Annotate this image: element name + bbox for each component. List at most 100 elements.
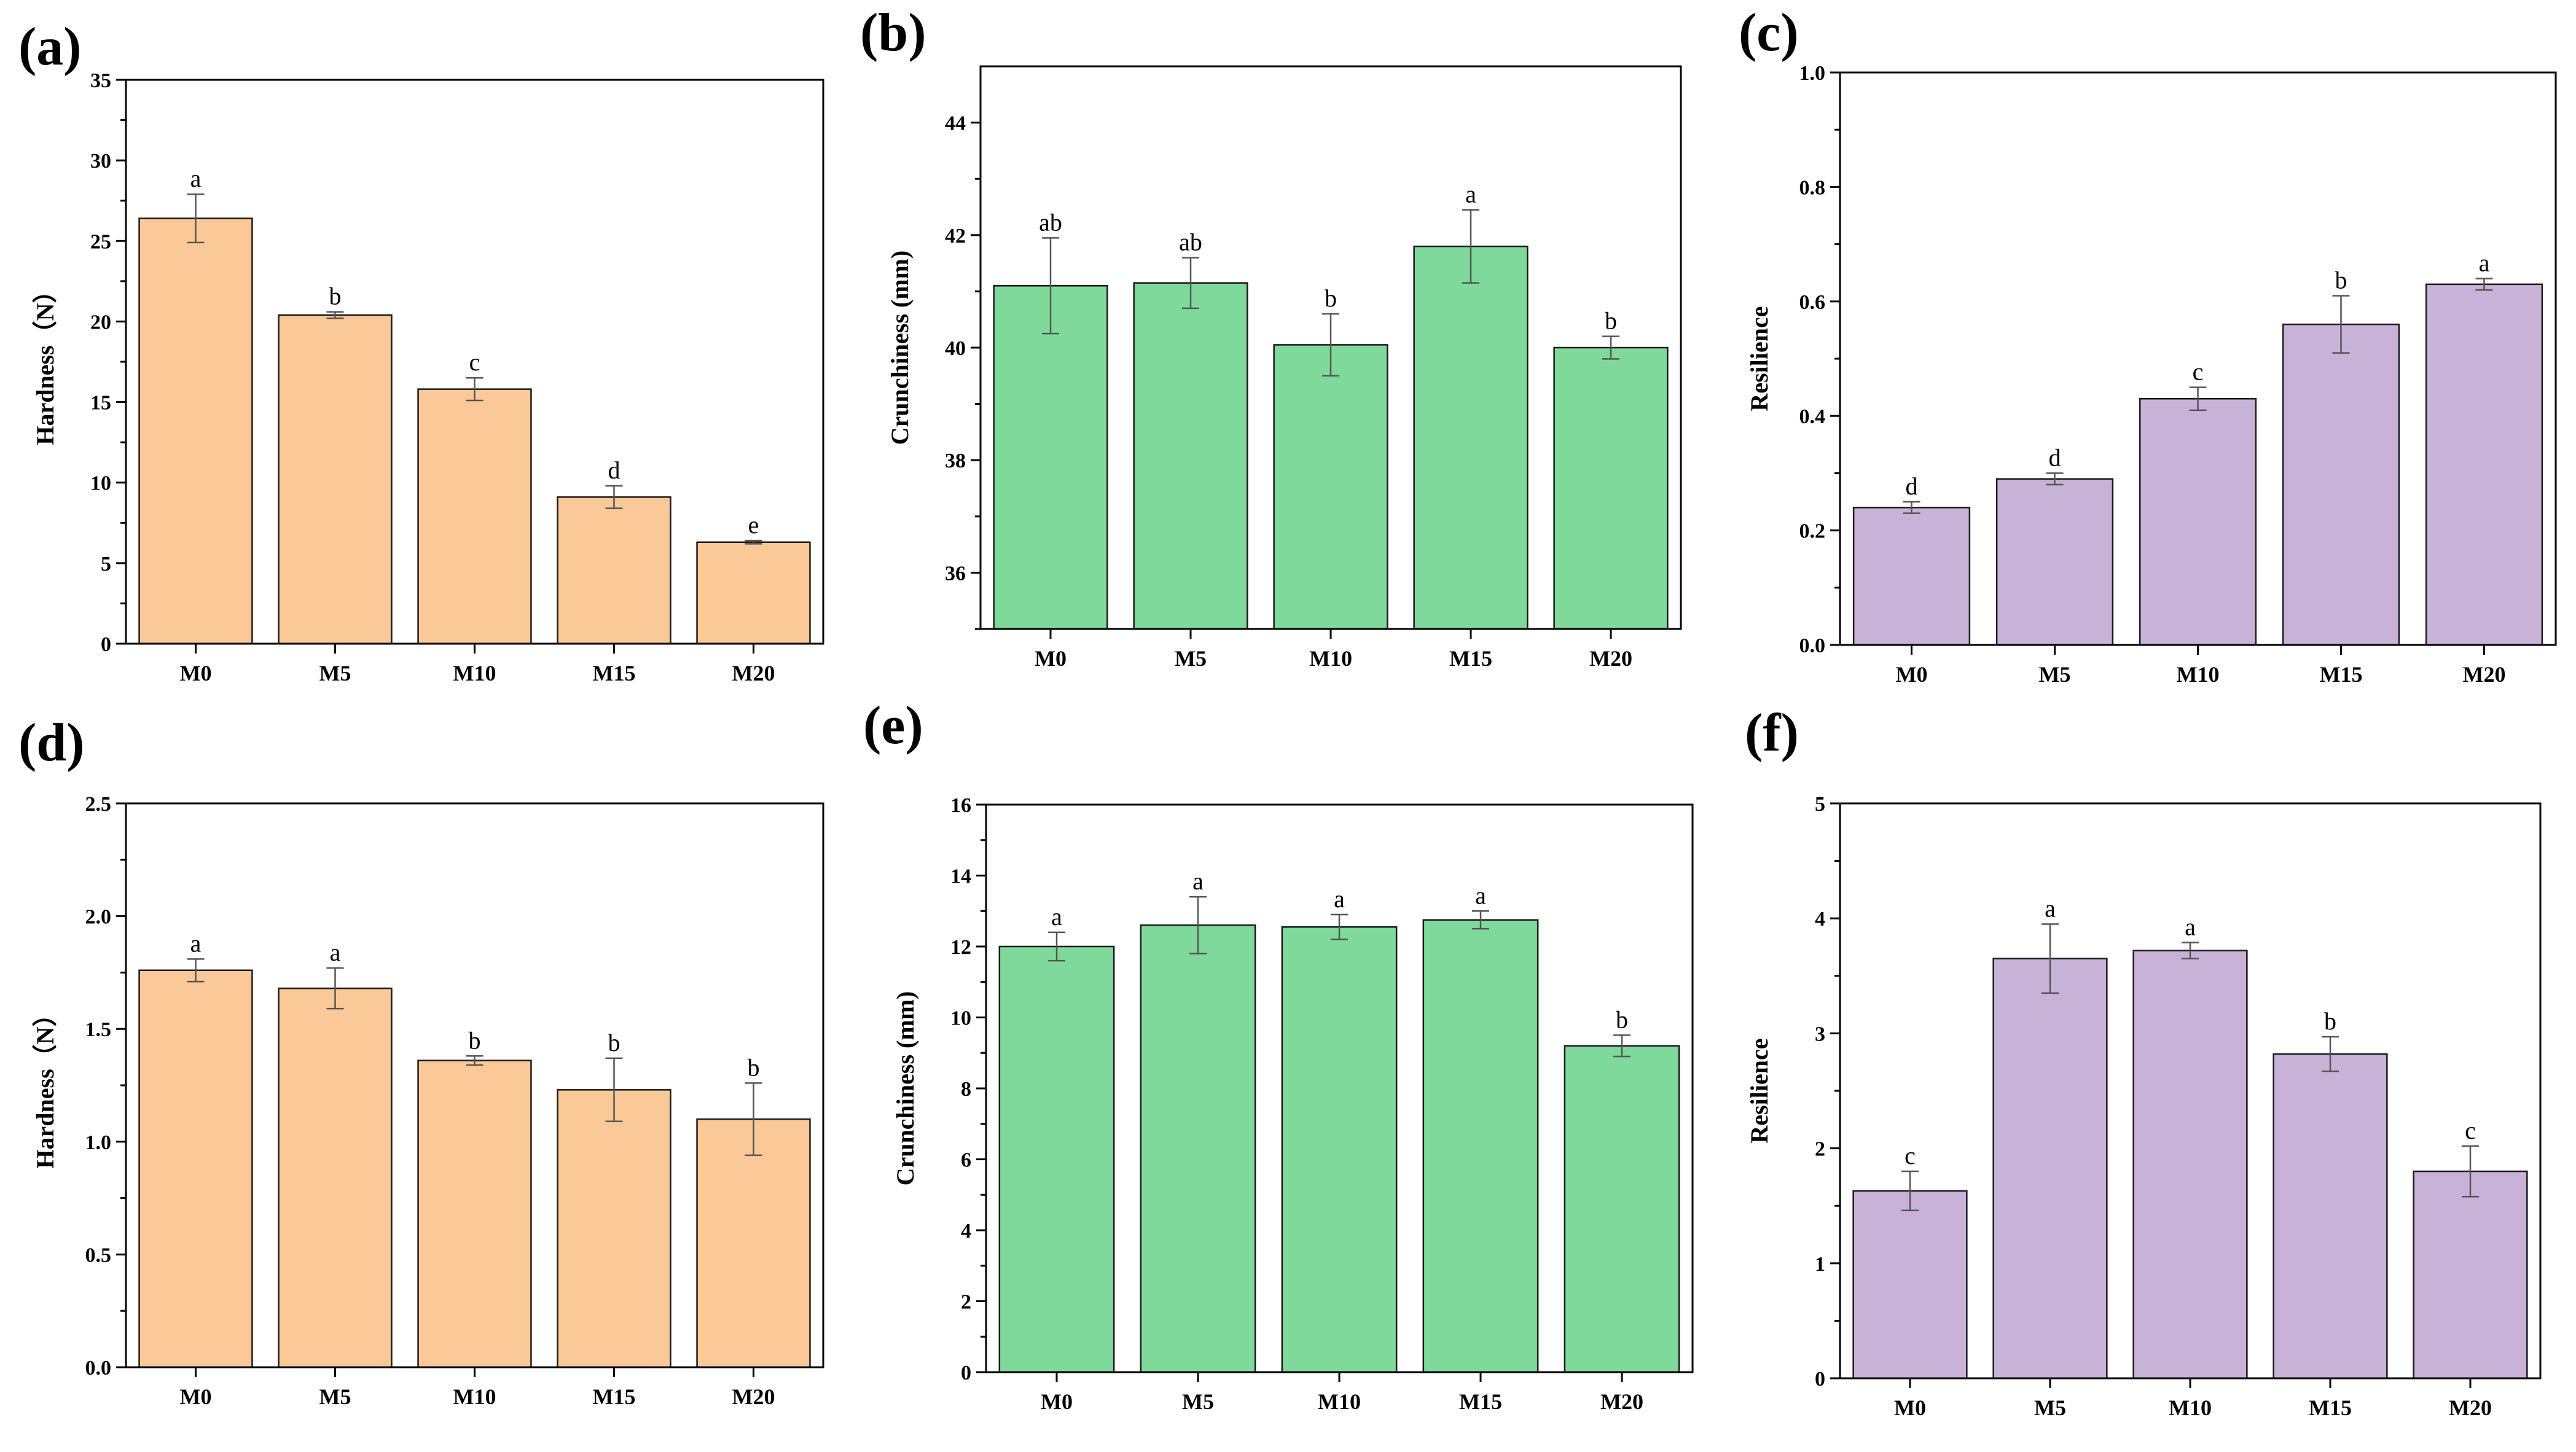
panel-label: (e)	[863, 696, 923, 755]
error-bar-M15	[605, 485, 623, 509]
bar-M15	[557, 1089, 671, 1368]
y-axis-label: Resilience	[1745, 306, 1773, 411]
y-axis-label: Resilience	[1745, 1038, 1773, 1143]
error-bar-M0	[187, 193, 205, 244]
error-bar-M5	[326, 967, 344, 1010]
y-tick-label: 0.0	[85, 1357, 112, 1380]
significance-label-M0: a	[190, 165, 202, 192]
x-tick-label: M0	[1896, 662, 1928, 687]
error-bar-M15	[1472, 910, 1489, 930]
bar-M10	[2132, 950, 2248, 1380]
error-bar-M20	[745, 1082, 762, 1157]
error-bar-M10	[2182, 942, 2199, 959]
y-tick-label: 4	[961, 1220, 971, 1243]
y-tick-label: 1.0	[1799, 62, 1826, 85]
significance-label-M0: a	[190, 929, 202, 957]
y-tick-label: 2	[961, 1291, 971, 1314]
y-tick-label: 15	[90, 392, 111, 415]
significance-label-M10: b	[1325, 284, 1337, 312]
chart-panel-4: (d) Hardness（N） a M0 a M5 b M10 b M15 b M20 0.0 0.5 1.…	[18, 713, 824, 1409]
bar-M0	[138, 969, 253, 1368]
y-tick-label: 0.6	[1799, 291, 1826, 314]
significance-label-M5: b	[329, 283, 342, 310]
significance-label-M5: a	[1192, 867, 1204, 895]
bar-M15	[2282, 323, 2400, 646]
error-bar-M5	[2046, 472, 2064, 486]
y-tick-label: 36	[945, 562, 966, 585]
chart-panel-2: (b) Crunchiness (mm) ab M0 ab M5 b M10 a M15 b M20 3…	[860, 3, 1682, 671]
significance-label-M10: c	[469, 348, 480, 376]
x-tick-label: M15	[2320, 662, 2363, 687]
error-bar-M0	[1042, 237, 1059, 335]
bar-M15	[1422, 919, 1539, 1373]
x-tick-label: M20	[2449, 1395, 2492, 1420]
x-tick-label: M5	[2039, 662, 2071, 687]
y-tick-label: 4	[1815, 908, 1825, 931]
y-tick-label: 0.2	[1799, 520, 1826, 543]
significance-label-M15: b	[608, 1029, 621, 1056]
y-tick-label: 30	[90, 150, 111, 173]
y-tick-label: 14	[950, 865, 971, 888]
x-tick-label: M20	[732, 1384, 775, 1409]
plot-frame	[125, 79, 824, 645]
y-tick-label: 0.4	[1799, 405, 1826, 428]
significance-label-M5: a	[330, 939, 341, 966]
bar-M20	[1553, 346, 1669, 630]
y-tick-label: 0.5	[85, 1244, 112, 1267]
x-tick-label: M15	[593, 1384, 636, 1409]
bar-M5	[1992, 958, 2108, 1380]
y-tick-label: 10	[950, 1007, 971, 1030]
panel-label: (d)	[18, 713, 85, 773]
y-axis-label: Hardness（N）	[31, 1002, 59, 1168]
y-tick-label: 35	[90, 69, 111, 92]
x-tick-label: M10	[453, 1384, 496, 1409]
x-tick-label: M0	[1894, 1395, 1926, 1420]
error-bar-M5	[1189, 896, 1207, 954]
bar-M20	[1564, 1045, 1680, 1373]
significance-label-M20: b	[1616, 1005, 1628, 1033]
error-bar-M5	[1182, 257, 1199, 310]
y-tick-label: 40	[945, 337, 966, 360]
x-tick-label: M10	[453, 661, 496, 685]
y-tick-label: 5	[1815, 793, 1825, 816]
significance-label-M20: b	[748, 1053, 760, 1081]
x-tick-label: M0	[1041, 1389, 1073, 1414]
error-bar-M20	[1613, 1034, 1631, 1058]
x-tick-label: M20	[2463, 662, 2506, 687]
y-tick-label: 20	[90, 311, 111, 334]
bar-M10	[2139, 397, 2257, 646]
y-tick-label: 2	[1815, 1138, 1825, 1161]
bar-M20	[2425, 283, 2543, 646]
y-tick-label: 1.5	[85, 1018, 112, 1041]
y-tick-label: 3	[1815, 1023, 1825, 1045]
significance-label-M20: e	[748, 511, 759, 539]
error-bar-M15	[605, 1057, 623, 1123]
panel-label: (f)	[1745, 703, 1799, 763]
y-tick-label: 2.5	[85, 793, 112, 816]
x-tick-label: M5	[1175, 646, 1207, 671]
x-tick-label: M5	[319, 1384, 351, 1409]
chart-panel-5: (e) Crunchiness (mm) a M0 a M5 a M10 a M15 b M20 0 2 4…	[863, 696, 1694, 1414]
error-bar-M20	[2475, 278, 2493, 291]
bar-M0	[1852, 507, 1971, 646]
x-tick-label: M10	[2177, 662, 2220, 687]
significance-label-M20: c	[2465, 1117, 2476, 1144]
significance-label-M10: a	[2185, 913, 2196, 941]
significance-label-M10: a	[1334, 885, 1345, 913]
y-tick-label: 0	[1815, 1368, 1825, 1391]
plot-frame	[985, 803, 1694, 1373]
error-bar-M5	[2042, 923, 2059, 994]
significance-label-M10: c	[2193, 358, 2204, 386]
error-bar-M20	[1602, 335, 1619, 360]
significance-label-M0: ab	[1039, 208, 1062, 236]
x-tick-label: M20	[1600, 1389, 1643, 1414]
error-bar-M10	[466, 1055, 483, 1066]
x-tick-label: M0	[180, 1384, 212, 1409]
error-bar-M0	[1901, 1170, 1919, 1211]
x-tick-label: M5	[319, 661, 351, 685]
x-tick-label: M20	[1589, 646, 1632, 671]
significance-label-M5: ab	[1179, 228, 1202, 256]
x-tick-label: M5	[1182, 1389, 1214, 1414]
x-tick-label: M5	[2034, 1395, 2066, 1420]
